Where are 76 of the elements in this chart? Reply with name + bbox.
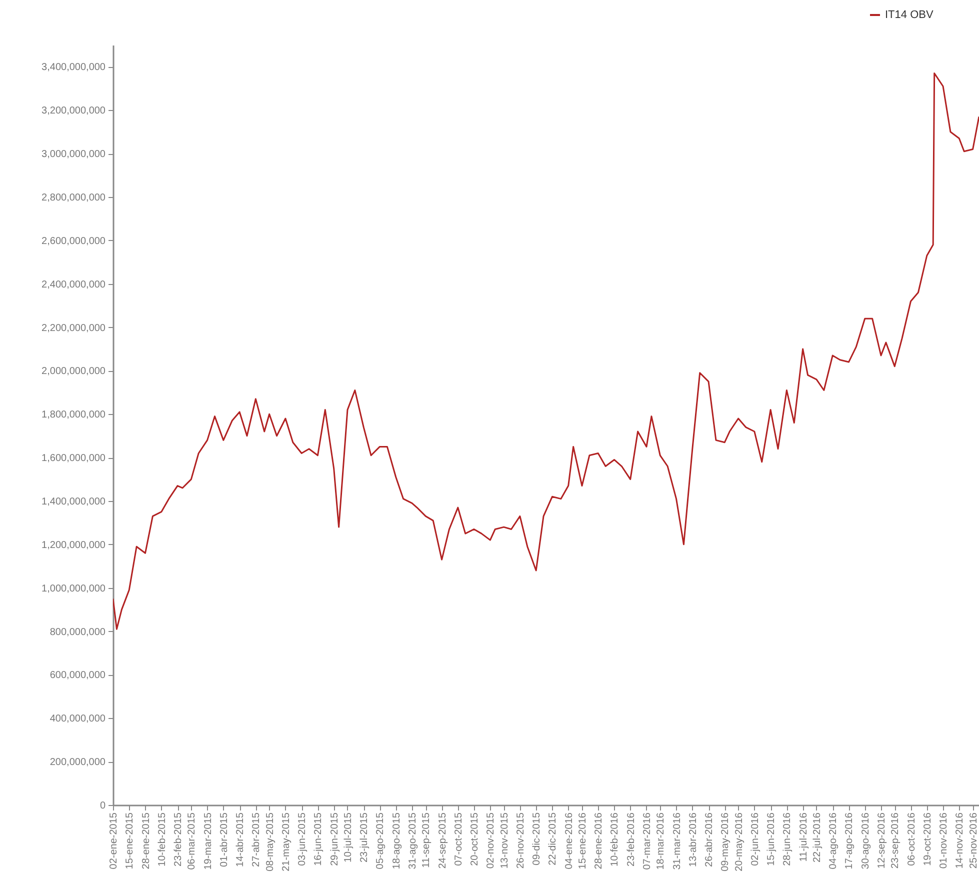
y-tick-label: 3,000,000,000 [42,149,106,160]
x-tick-label: 27-abr-2015 [251,812,262,867]
x-tick-label: 28-ene-2015 [140,812,152,870]
x-tick-label: 10-jul-2015 [342,812,354,863]
y-tick-label: 2,400,000,000 [42,279,106,290]
x-tick-label: 15-jun-2016 [766,812,778,866]
x-tick-label: 11-jul-2016 [798,812,810,862]
x-tick-label: 31-mar-2016 [672,812,683,870]
y-tick-label: 1,400,000,000 [42,496,106,508]
x-tick-label: 04-ago-2016 [828,812,840,870]
x-tick-label: 02-jun-2016 [750,812,761,866]
x-tick-label: 30-ago-2016 [860,812,872,870]
x-tick-label: 23-feb-2015 [173,812,184,866]
x-tick-label: 17-ago-2016 [844,812,856,870]
x-tick-label: 24-sep-2015 [437,812,448,869]
x-tick-label: 26-abr-2016 [704,812,716,867]
x-tick-label: 23-jul-2015 [359,812,370,863]
x-tick-label: 26-nov-2015 [515,812,526,869]
y-tick-label: 3,200,000,000 [42,106,106,117]
y-tick-label: 1,200,000,000 [42,540,106,551]
x-tick-label: 19-oct-2016 [922,812,934,866]
x-tick-label: 18-ago-2015 [391,812,402,870]
x-tick-label: 23-sep-2016 [890,812,902,869]
x-tick-label: 07-mar-2016 [642,812,653,870]
x-tick-label: 11-sep-2015 [421,812,432,868]
x-tick-label: 20-may-2016 [734,812,745,872]
x-tick-label: 15-ene-2015 [124,812,136,870]
x-tick-label: 09-may-2016 [720,812,732,872]
x-tick-label: 28-jun-2016 [782,812,794,866]
y-tick-label: 2,200,000,000 [42,322,106,334]
x-tick-label: 14-abr-2015 [235,812,246,867]
x-tick-label: 07-oct-2015 [453,812,464,866]
x-tick-label: 10-feb-2016 [610,812,621,866]
x-tick-label: 03-jun-2015 [297,812,308,866]
x-tick-label: 06-oct-2016 [906,812,918,866]
x-tick-label: 22-jul-2016 [812,812,823,863]
x-tick-label: 01-nov-2016 [938,812,950,869]
y-tick-label: 2,600,000,000 [42,236,106,247]
x-tick-label: 08-may-2015 [264,812,276,872]
y-tick-label: 1,000,000,000 [42,583,106,594]
x-tick-label: 01-abr-2015 [218,812,230,867]
x-tick-label: 09-dic-2015 [532,812,543,866]
line-series [113,72,979,630]
x-tick-label: 23-feb-2016 [626,812,637,866]
x-tick-label: 20-oct-2015 [470,812,481,866]
x-tick-label: 10-feb-2015 [156,812,168,866]
y-tick-label: 600,000,000 [50,670,106,682]
y-tick-label: 400,000,000 [50,714,106,725]
x-tick-label: 25-nov-2016 [968,812,979,869]
x-tick-label: 13-nov-2015 [499,812,510,869]
x-tick-label: 13-abr-2016 [688,812,699,867]
x-tick-label: 31-ago-2015 [408,812,419,870]
x-tick-label: 04-ene-2016 [564,812,575,870]
x-tick-label: 14-nov-2016 [954,812,966,869]
x-tick-label: 15-ene-2016 [577,812,588,870]
x-tick-label: 19-mar-2015 [202,812,214,870]
x-tick-label: 02-ene-2015 [108,812,120,870]
x-tick-label: 16-jun-2015 [313,812,324,866]
x-tick-label: 29-jun-2015 [329,812,340,866]
y-tick-label: 1,600,000,000 [42,453,106,464]
y-tick-label: 800,000,000 [50,626,106,638]
x-tick-label: 21-may-2015 [280,812,292,872]
legend-label: IT14 OBV [885,9,934,21]
y-tick-label: 200,000,000 [50,757,106,768]
x-tick-label: 06-mar-2015 [186,812,198,870]
x-tick-label: 18-mar-2016 [656,812,667,870]
x-tick-label: 02-nov-2015 [486,812,497,869]
y-tick-label: 3,400,000,000 [42,62,106,74]
x-tick-label: 28-ene-2016 [594,812,605,870]
y-tick-label: 2,800,000,000 [42,192,106,204]
x-tick-label: 22-dic-2015 [548,812,559,866]
x-tick-label: 12-sep-2016 [876,812,888,869]
y-tick-label: 1,800,000,000 [42,410,106,421]
y-tick-label: 0 [100,800,106,812]
y-tick-label: 2,000,000,000 [42,366,106,378]
x-tick-label: 05-ago-2015 [375,812,386,870]
